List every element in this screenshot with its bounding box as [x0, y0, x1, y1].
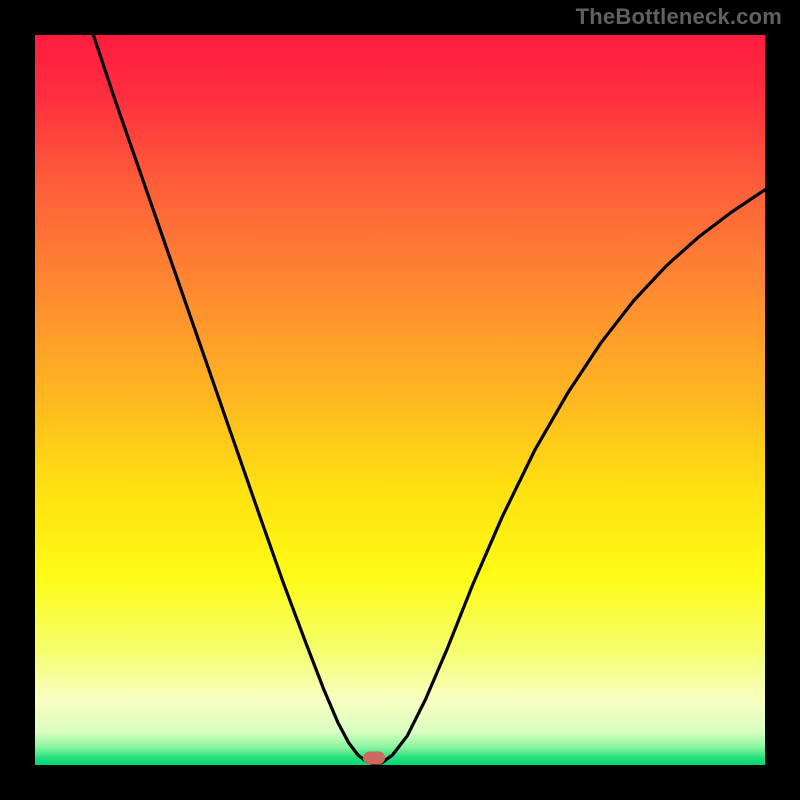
plot-area [35, 35, 765, 765]
curve-line [35, 35, 765, 765]
chart-frame: TheBottleneck.com [0, 0, 800, 800]
minimum-marker [363, 751, 385, 764]
watermark-text: TheBottleneck.com [576, 4, 782, 30]
